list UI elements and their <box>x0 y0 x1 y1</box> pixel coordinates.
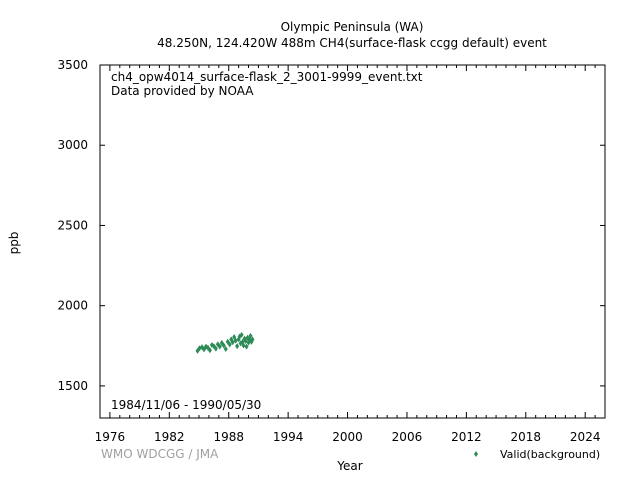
legend-label: Valid(background) <box>500 448 600 461</box>
axis-ticks: 1500 2000 2500 3000 3500 1976 1982 1988 1994 2000… <box>57 58 606 444</box>
data-point <box>250 336 255 343</box>
data-point <box>244 343 249 350</box>
y-tick-label: 3500 <box>57 58 88 72</box>
data-point <box>233 337 238 344</box>
data-point <box>213 345 218 352</box>
data-point <box>241 342 246 349</box>
chart-subtitle: 48.250N, 124.420W 488m CH4(surface-flask… <box>157 36 547 50</box>
credit-text: WMO WDCGG / JMA <box>101 447 219 461</box>
data-provider-annotation: Data provided by NOAA <box>111 84 254 98</box>
x-tick-label: 2000 <box>332 430 363 444</box>
plot-frame <box>99 64 606 419</box>
data-point <box>227 341 232 348</box>
data-point <box>243 337 248 344</box>
x-tick-label: 2006 <box>392 430 423 444</box>
data-points <box>195 331 255 354</box>
x-axis-label: Year <box>336 459 362 473</box>
y-tick-label: 1500 <box>57 379 88 393</box>
date-range-annotation: 1984/11/06 - 1990/05/30 <box>111 398 261 412</box>
x-tick-label: 1994 <box>273 430 304 444</box>
data-point <box>230 339 235 346</box>
y-tick-label: 2500 <box>57 218 88 232</box>
chart-title: Olympic Peninsula (WA) <box>281 20 424 34</box>
y-tick-label: 3000 <box>57 138 88 152</box>
data-point <box>221 342 226 349</box>
x-tick-label: 1988 <box>213 430 244 444</box>
data-point <box>207 347 212 354</box>
data-point <box>235 343 240 350</box>
file-name-annotation: ch4_opw4014_surface-flask_2_3001-9999_ev… <box>111 70 423 84</box>
legend-marker <box>474 451 478 457</box>
data-point <box>223 346 228 353</box>
data-point <box>217 343 222 350</box>
y-tick-label: 2000 <box>57 299 88 313</box>
x-tick-label: 2018 <box>511 430 542 444</box>
data-point <box>239 331 244 338</box>
legend: Valid(background) <box>474 448 600 461</box>
x-tick-label: 2012 <box>451 430 482 444</box>
x-tick-label: 1976 <box>95 430 126 444</box>
x-tick-label: 2024 <box>570 430 601 444</box>
data-point <box>248 332 253 339</box>
y-axis-label: ppb <box>7 232 21 255</box>
x-tick-label: 1982 <box>154 430 185 444</box>
